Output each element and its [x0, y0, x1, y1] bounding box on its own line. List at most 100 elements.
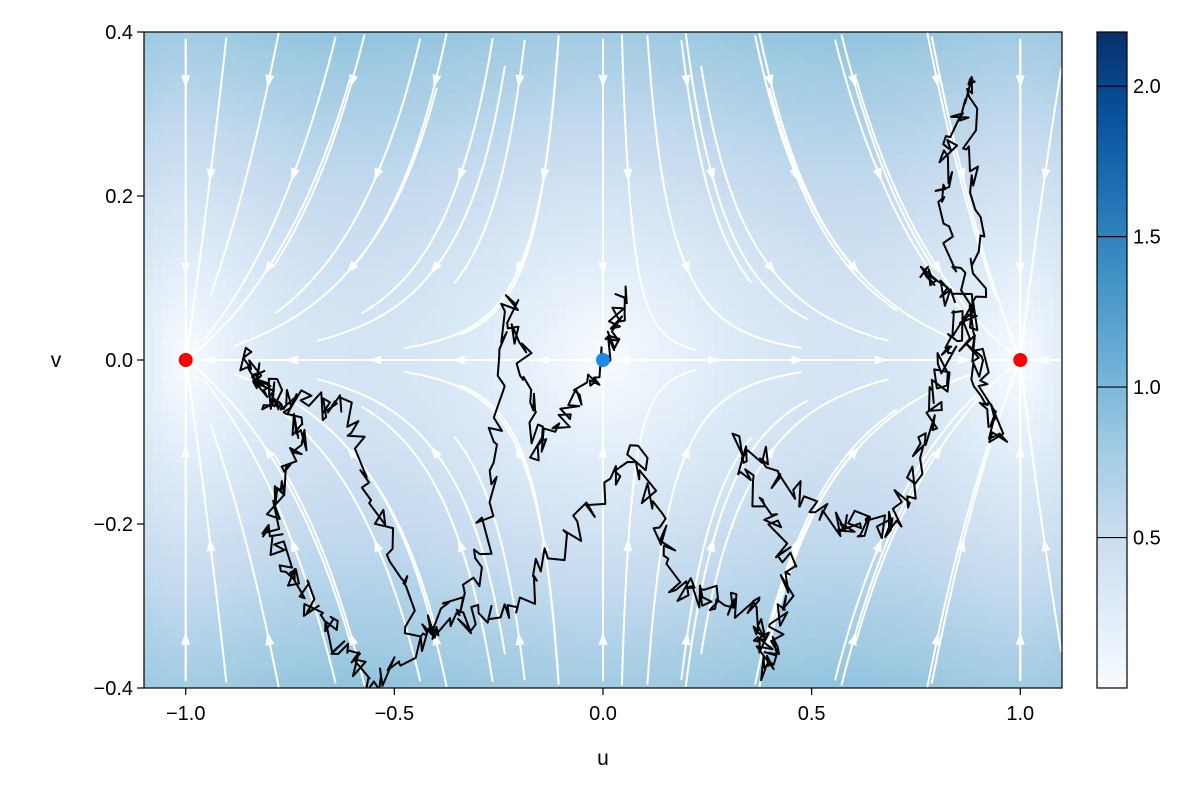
heatmap-cell	[630, 83, 641, 95]
heatmap-cell	[713, 483, 723, 494]
heatmap-cell	[520, 42, 531, 54]
heatmap-cell	[621, 308, 632, 320]
heatmap-cell	[869, 462, 879, 474]
heatmap-cell	[593, 155, 604, 166]
heatmap-cell	[483, 103, 494, 115]
heatmap-cell	[970, 114, 980, 125]
heatmap-cell	[648, 472, 659, 484]
heatmap-cell	[703, 206, 714, 218]
heatmap-cell	[327, 513, 338, 525]
heatmap-cell	[226, 452, 237, 464]
heatmap-cell	[272, 370, 283, 382]
heatmap-cell	[364, 175, 375, 187]
heatmap-cell	[878, 196, 889, 207]
heatmap-cell	[878, 42, 889, 54]
heatmap-cell	[244, 380, 255, 392]
heatmap-cell	[850, 329, 861, 341]
heatmap-cell	[300, 349, 310, 361]
heatmap-cell	[391, 503, 402, 515]
heatmap-cell	[722, 421, 733, 433]
heatmap-cell	[997, 185, 1008, 197]
heatmap-cell	[355, 401, 365, 412]
heatmap-cell	[630, 411, 641, 423]
heatmap-cell	[281, 124, 292, 136]
heatmap-cell	[814, 185, 824, 197]
heatmap-cell	[511, 124, 521, 136]
heatmap-cell	[667, 155, 678, 166]
heatmap-cell	[648, 288, 659, 300]
heatmap-cell	[731, 401, 742, 412]
heatmap-cell	[887, 319, 898, 330]
heatmap-cell	[905, 134, 916, 146]
heatmap-cell	[869, 319, 879, 330]
heatmap-cell	[345, 175, 356, 187]
heatmap-cell	[860, 124, 870, 136]
heatmap-cell	[1006, 431, 1017, 443]
heatmap-cell	[1006, 339, 1017, 351]
heatmap-cell	[456, 360, 466, 371]
heatmap-cell	[557, 462, 567, 474]
heatmap-cell	[915, 134, 925, 146]
heatmap-cell	[823, 257, 834, 269]
heatmap-cell	[281, 370, 292, 382]
heatmap-cell	[189, 483, 200, 494]
heatmap-cell	[391, 390, 402, 402]
heatmap-cell	[364, 298, 375, 310]
heatmap-cell	[345, 103, 356, 115]
heatmap-cell	[731, 483, 742, 494]
heatmap-cell	[713, 452, 723, 464]
heatmap-cell	[713, 62, 723, 74]
heatmap-cell	[850, 32, 861, 43]
heatmap-cell	[850, 421, 861, 433]
heatmap-cell	[483, 175, 494, 187]
heatmap-cell	[924, 380, 935, 392]
heatmap-cell	[832, 329, 843, 341]
heatmap-cell	[336, 524, 347, 535]
heatmap-cell	[823, 370, 834, 382]
heatmap-cell	[658, 83, 668, 95]
heatmap-cell	[814, 196, 824, 207]
heatmap-cell	[1052, 216, 1062, 228]
heatmap-cell	[823, 175, 834, 187]
heatmap-cell	[786, 93, 797, 105]
heatmap-cell	[492, 247, 503, 259]
heatmap-cell	[300, 319, 310, 330]
heatmap-cell	[428, 42, 439, 54]
heatmap-cell	[226, 185, 237, 197]
heatmap-cell	[208, 278, 219, 289]
heatmap-cell	[281, 442, 292, 453]
heatmap-cell	[511, 52, 521, 64]
heatmap-cell	[217, 483, 228, 494]
heatmap-cell	[593, 329, 604, 341]
heatmap-cell	[768, 206, 779, 218]
heatmap-cell	[804, 308, 815, 320]
heatmap-cell	[171, 185, 182, 197]
heatmap-cell	[263, 247, 274, 259]
heatmap-cell	[199, 247, 209, 259]
heatmap-cell	[667, 513, 678, 525]
heatmap-cell	[905, 103, 916, 115]
heatmap-cell	[593, 83, 604, 95]
heatmap-cell	[483, 298, 494, 310]
heatmap-cell	[144, 472, 154, 484]
heatmap-cell	[281, 73, 292, 84]
heatmap-cell	[951, 134, 962, 146]
heatmap-cell	[547, 42, 558, 54]
heatmap-cell	[593, 288, 604, 300]
heatmap-cell	[153, 103, 163, 115]
heatmap-cell	[768, 452, 779, 464]
heatmap-cell	[878, 32, 889, 43]
heatmap-cell	[474, 462, 485, 474]
heatmap-cell	[1043, 452, 1054, 464]
heatmap-cell	[658, 206, 668, 218]
heatmap-cell	[144, 288, 154, 300]
heatmap-cell	[832, 93, 843, 105]
heatmap-cell	[189, 83, 200, 95]
heatmap-cell	[345, 360, 356, 371]
heatmap-cell	[199, 134, 209, 146]
heatmap-cell	[648, 390, 659, 402]
heatmap-cell	[364, 513, 375, 525]
heatmap-cell	[832, 32, 843, 43]
heatmap-cell	[511, 452, 521, 464]
heatmap-cell	[199, 175, 209, 187]
